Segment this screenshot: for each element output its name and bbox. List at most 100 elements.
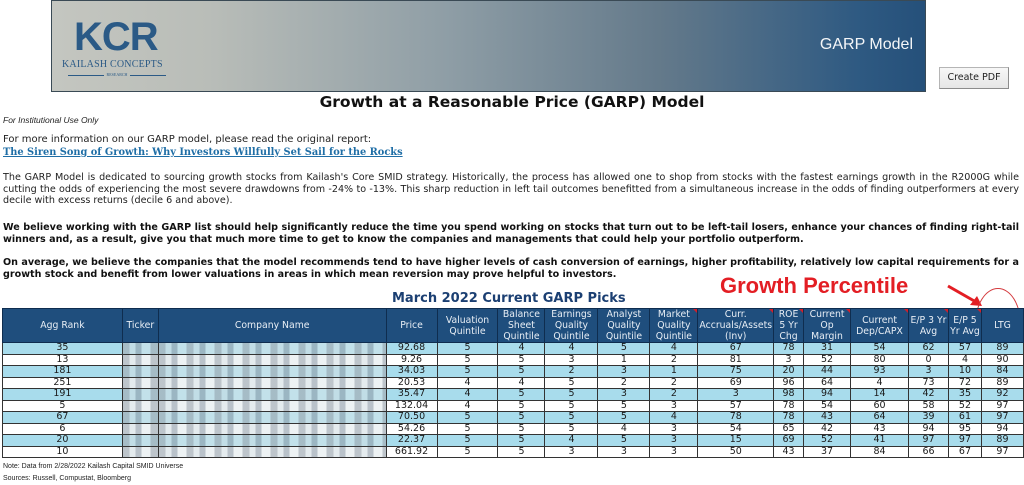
table-row[interactable]: 20 22.37 5 5 4 5 3 15 69 52 41 97 97 89 (2, 434, 1024, 447)
col-valuation-quintile[interactable]: Valuation Quintile (436, 308, 499, 343)
cell-price: 35.47 (385, 388, 438, 401)
create-pdf-button[interactable]: Create PDF (939, 67, 1009, 89)
cell-ep-5yr: 97 (947, 434, 982, 447)
header-banner: KCR KAILASH CONCEPTS RESEARCH GARP Model (51, 0, 926, 92)
cell-ltg: 89 (980, 342, 1024, 355)
cell-op-margin: 94 (803, 388, 852, 401)
cell-price: 70.50 (385, 411, 438, 424)
cell-accruals: 69 (697, 376, 775, 389)
cell-valuation: 5 (436, 422, 499, 435)
cell-dep-capx: 80 (850, 353, 910, 366)
cell-analyst-quality: 5 (597, 411, 651, 424)
cell-agg-rank: 20 (2, 434, 123, 447)
col-analyst-quality-quintile[interactable]: Analyst Quality Quintile (597, 308, 651, 343)
cell-op-margin: 43 (803, 411, 852, 424)
table-row[interactable]: 251 20.53 4 4 5 2 2 69 96 64 4 73 72 89 (2, 376, 1024, 389)
cell-roe-chg: 65 (773, 422, 805, 435)
cell-dep-capx: 54 (850, 342, 910, 355)
table-row[interactable]: 191 35.47 4 5 5 3 2 3 98 94 14 42 35 92 (2, 388, 1024, 401)
report-link[interactable]: The Siren Song of Growth: Why Investors … (3, 147, 403, 158)
cell-accruals: 75 (697, 365, 775, 378)
cell-price: 92.68 (385, 342, 438, 355)
cell-balance-sheet: 5 (497, 434, 546, 447)
cell-ep-3yr: 0 (908, 353, 949, 366)
cell-market-quality: 4 (649, 342, 699, 355)
cell-company-name (157, 411, 387, 424)
cell-dep-capx: 43 (850, 422, 910, 435)
data-note: Note: Data from 2/28/2022 Kailash Capita… (3, 463, 184, 470)
col-current-dep-capx[interactable]: Current Dep/CAPX (850, 308, 910, 343)
col-ltg[interactable]: LTG (980, 308, 1024, 343)
cell-ltg: 89 (980, 376, 1024, 389)
cell-agg-rank: 191 (2, 388, 123, 401)
cell-earnings-quality: 3 (544, 445, 599, 458)
cell-accruals: 15 (697, 434, 775, 447)
cell-agg-rank: 10 (2, 445, 123, 458)
cell-company-name (157, 399, 387, 412)
cell-ep-3yr: 62 (908, 342, 949, 355)
table-row[interactable]: 181 34.03 5 5 2 3 1 75 20 44 93 3 10 84 (2, 365, 1024, 378)
cell-market-quality: 2 (649, 388, 699, 401)
table-row[interactable]: 67 70.50 5 5 5 5 4 78 78 43 64 39 61 97 (2, 411, 1024, 424)
cell-market-quality: 2 (649, 376, 699, 389)
col-earnings-quality-quintile[interactable]: Earnings Quality Quintile (544, 308, 599, 343)
cell-op-margin: 31 (803, 342, 852, 355)
table-row[interactable]: 10 661.92 5 5 3 3 3 50 43 37 84 66 67 97 (2, 445, 1024, 458)
cell-ltg: 97 (980, 411, 1024, 424)
cell-company-name (157, 388, 387, 401)
cell-valuation: 5 (436, 445, 499, 458)
cell-market-quality: 3 (649, 399, 699, 412)
table-row[interactable]: 35 92.68 5 4 4 5 4 67 78 31 54 62 57 89 (2, 342, 1024, 355)
cell-ticker (121, 422, 159, 435)
col-market-quality-quintile[interactable]: Market Quality Quintile (649, 308, 699, 343)
cell-ep-5yr: 4 (947, 353, 982, 366)
cell-earnings-quality: 5 (544, 388, 599, 401)
cell-agg-rank: 13 (2, 353, 123, 366)
cell-op-margin: 52 (803, 353, 852, 366)
cell-earnings-quality: 5 (544, 422, 599, 435)
cell-dep-capx: 60 (850, 399, 910, 412)
col-ep-3yr-avg[interactable]: E/P 3 Yr Avg (908, 308, 949, 343)
table-row[interactable]: 5 132.04 4 5 5 5 3 57 78 54 60 58 52 97 (2, 399, 1024, 412)
cell-ltg: 97 (980, 399, 1024, 412)
cell-valuation: 5 (436, 353, 499, 366)
cell-ticker (121, 376, 159, 389)
cell-earnings-quality: 4 (544, 434, 599, 447)
cell-ep-5yr: 95 (947, 422, 982, 435)
cell-op-margin: 42 (803, 422, 852, 435)
cell-analyst-quality: 5 (597, 399, 651, 412)
table-row[interactable]: 13 9.26 5 5 3 1 2 81 3 52 80 0 4 90 (2, 353, 1024, 366)
cell-ep-5yr: 52 (947, 399, 982, 412)
cell-roe-chg: 43 (773, 445, 805, 458)
cell-dep-capx: 84 (850, 445, 910, 458)
col-roe-5yr-chg[interactable]: ROE 5 Yr Chg (773, 308, 805, 343)
col-ticker[interactable]: Ticker (121, 308, 159, 343)
cell-ep-3yr: 39 (908, 411, 949, 424)
cell-company-name (157, 445, 387, 458)
page-title: Growth at a Reasonable Price (GARP) Mode… (319, 93, 705, 111)
cell-balance-sheet: 5 (497, 388, 546, 401)
cell-ltg: 84 (980, 365, 1024, 378)
cell-earnings-quality: 5 (544, 376, 599, 389)
col-ep-5yr-avg[interactable]: E/P 5 Yr Avg (947, 308, 982, 343)
col-price[interactable]: Price (385, 308, 438, 343)
cell-ep-3yr: 58 (908, 399, 949, 412)
cell-ticker (121, 388, 159, 401)
cell-analyst-quality: 3 (597, 445, 651, 458)
col-agg-rank[interactable]: Agg Rank (2, 308, 123, 343)
cell-company-name (157, 353, 387, 366)
cell-accruals: 54 (697, 422, 775, 435)
col-curr-accruals[interactable]: Curr. Accruals/Assets (Inv) (697, 308, 775, 343)
cell-ltg: 90 (980, 353, 1024, 366)
col-company-name[interactable]: Company Name (157, 308, 387, 343)
cell-company-name (157, 342, 387, 355)
col-balance-sheet-quintile[interactable]: Balance Sheet Quintile (497, 308, 546, 343)
cell-valuation: 4 (436, 399, 499, 412)
table-row[interactable]: 6 54.26 5 5 5 4 3 54 65 42 43 94 95 94 (2, 422, 1024, 435)
col-current-op-margin[interactable]: Current Op Margin (803, 308, 852, 343)
cell-earnings-quality: 4 (544, 342, 599, 355)
cell-ep-5yr: 35 (947, 388, 982, 401)
cell-ep-3yr: 73 (908, 376, 949, 389)
cell-roe-chg: 78 (773, 411, 805, 424)
cell-valuation: 5 (436, 365, 499, 378)
